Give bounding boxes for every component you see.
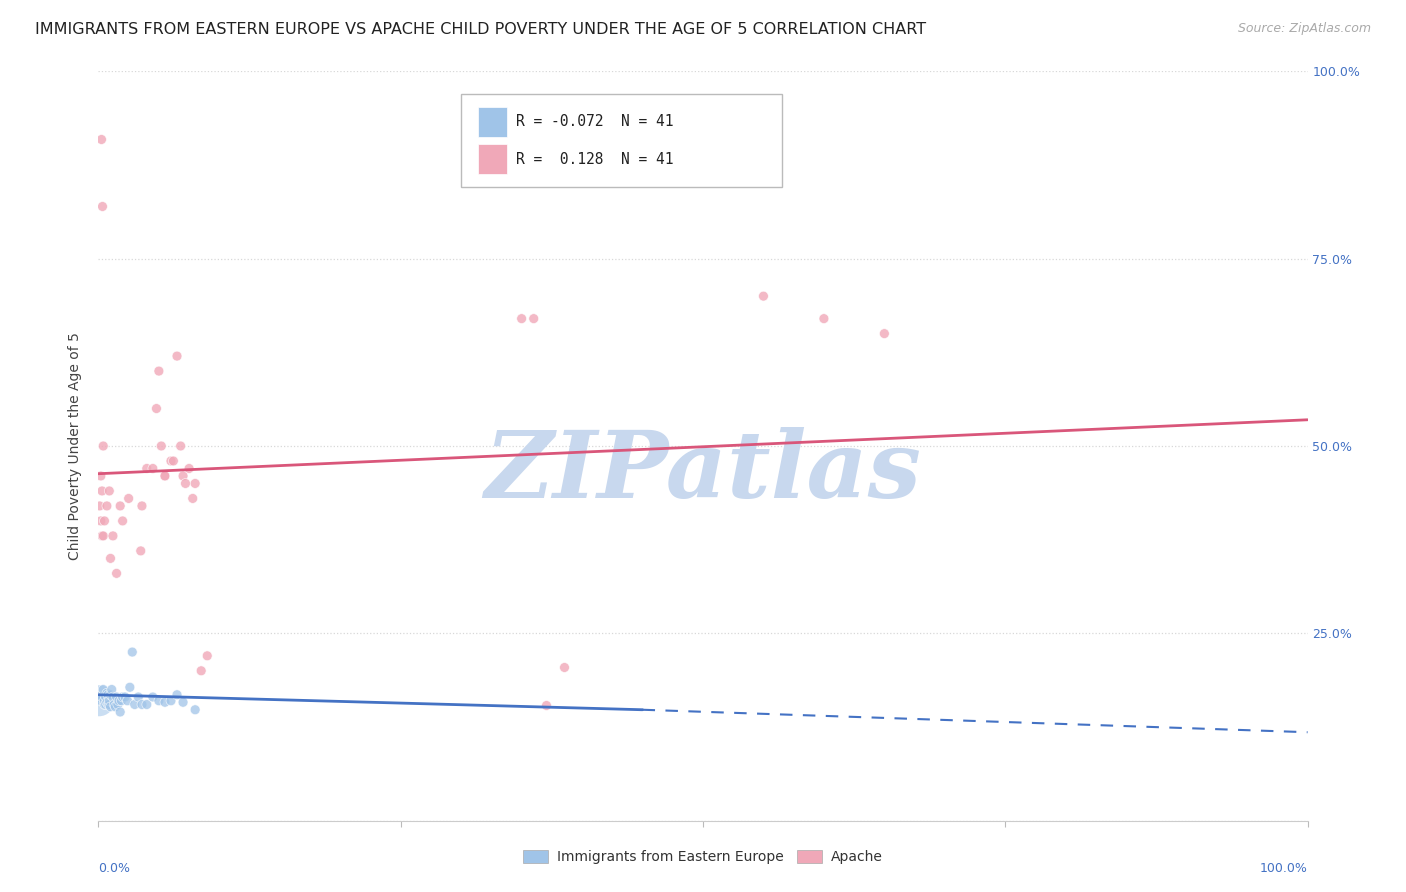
Point (117, 694, 139, 708)
Point (110, 694, 132, 708)
Point (523, 311, 546, 326)
Point (103, 698, 125, 712)
Point (131, 499, 153, 513)
Point (91, 682, 114, 697)
Point (105, 690, 128, 704)
Point (96, 695, 118, 709)
Point (98, 483, 121, 498)
Point (90, 132, 112, 146)
Text: 100.0%: 100.0% (1260, 862, 1308, 875)
Point (101, 690, 124, 704)
Point (97, 688, 120, 702)
Point (111, 690, 134, 704)
Point (174, 476, 197, 491)
Point (93, 698, 115, 712)
Text: R =  0.128  N = 41: R = 0.128 N = 41 (516, 152, 673, 167)
Point (184, 476, 207, 491)
Point (108, 694, 131, 708)
Point (153, 469, 176, 483)
Point (90, 514, 112, 528)
Point (100, 699, 122, 714)
Point (98, 698, 121, 712)
Point (160, 454, 183, 468)
FancyBboxPatch shape (478, 144, 508, 174)
Point (105, 566, 128, 581)
Point (93, 694, 115, 708)
Point (114, 690, 136, 704)
Point (752, 289, 775, 303)
Point (96, 686, 118, 700)
Point (153, 469, 176, 483)
Point (90, 469, 112, 483)
Point (100, 688, 122, 702)
Point (150, 439, 173, 453)
Point (93, 514, 115, 528)
Point (100, 682, 122, 697)
Text: ZIPatlas: ZIPatlas (485, 427, 921, 517)
Point (100, 551, 122, 566)
Point (184, 703, 207, 717)
Text: R = -0.072  N = 41: R = -0.072 N = 41 (516, 114, 673, 129)
Point (553, 660, 575, 674)
Point (89, 690, 111, 704)
Point (181, 491, 204, 506)
Point (153, 695, 176, 709)
Point (121, 645, 143, 659)
Y-axis label: Child Poverty Under the Age of 5: Child Poverty Under the Age of 5 (69, 332, 83, 560)
Point (190, 664, 212, 678)
Point (127, 690, 149, 704)
Point (160, 694, 183, 708)
Point (169, 439, 191, 453)
Point (172, 695, 194, 709)
Point (91, 529, 114, 543)
Point (91, 199, 114, 213)
Point (124, 698, 146, 712)
Point (534, 698, 557, 712)
Point (166, 349, 188, 363)
Point (101, 529, 124, 543)
Point (97, 698, 120, 712)
Point (118, 680, 141, 694)
Point (148, 364, 170, 378)
Point (172, 469, 194, 483)
Point (813, 311, 835, 326)
Point (96, 499, 118, 513)
FancyBboxPatch shape (478, 106, 508, 136)
Point (108, 705, 131, 719)
Text: IMMIGRANTS FROM EASTERN EUROPE VS APACHE CHILD POVERTY UNDER THE AGE OF 5 CORREL: IMMIGRANTS FROM EASTERN EUROPE VS APACHE… (35, 22, 927, 37)
Point (91, 483, 114, 498)
Point (145, 401, 167, 416)
Text: Source: ZipAtlas.com: Source: ZipAtlas.com (1237, 22, 1371, 36)
Point (162, 454, 184, 468)
Point (135, 698, 157, 712)
Point (195, 648, 218, 663)
FancyBboxPatch shape (461, 94, 782, 187)
Point (87, 694, 110, 708)
Point (111, 514, 134, 528)
Point (94, 698, 117, 712)
Point (91, 439, 114, 453)
Point (91, 529, 114, 543)
Point (510, 311, 533, 326)
Point (179, 461, 201, 475)
Point (873, 326, 896, 341)
Point (148, 694, 170, 708)
Point (90, 694, 112, 708)
Point (94, 690, 117, 704)
Point (91, 690, 114, 704)
Point (118, 491, 141, 506)
Point (142, 461, 165, 475)
Point (166, 688, 188, 702)
Point (142, 690, 165, 704)
Point (89, 499, 111, 513)
Point (131, 698, 153, 712)
Text: 0.0%: 0.0% (98, 862, 131, 875)
Point (129, 544, 152, 558)
Point (107, 698, 129, 712)
Point (108, 499, 131, 513)
Point (104, 699, 127, 714)
Point (98, 694, 121, 708)
Point (135, 461, 157, 475)
Legend: Immigrants from Eastern Europe, Apache: Immigrants from Eastern Europe, Apache (517, 845, 889, 870)
